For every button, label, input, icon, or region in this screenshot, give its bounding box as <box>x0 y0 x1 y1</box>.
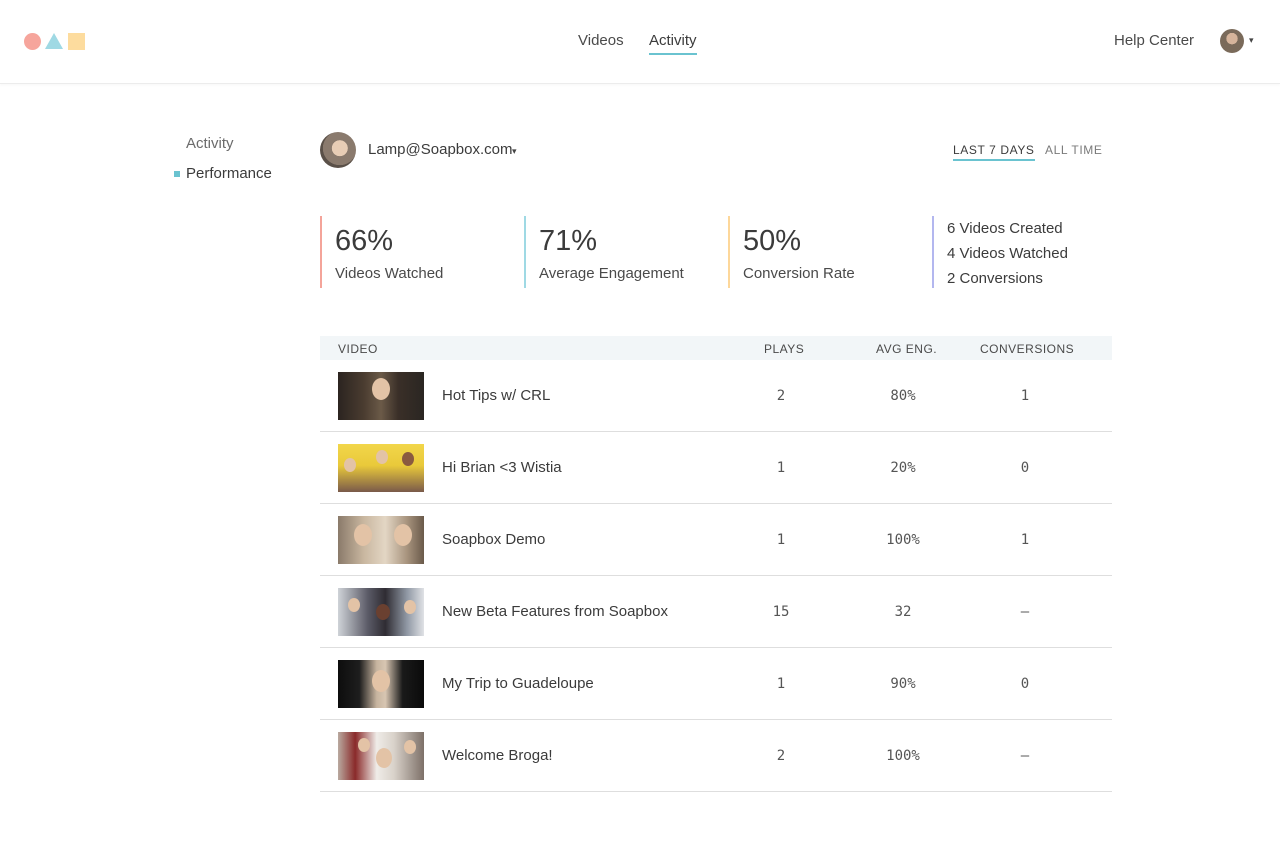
summary-conversions: 2 Conversions <box>947 270 1043 287</box>
logo-square-icon <box>68 33 85 50</box>
table-row[interactable]: New Beta Features from Soapbox 15 32 – <box>320 576 1112 648</box>
table-row[interactable]: Hot Tips w/ CRL 2 80% 1 <box>320 360 1112 432</box>
stat-videos-watched: 66% Videos Watched <box>320 216 443 288</box>
stat-value: 71% <box>539 225 598 257</box>
stat-conversion-rate: 50% Conversion Rate <box>728 216 855 288</box>
conversions-value: 1 <box>1020 532 1030 548</box>
tab-all-time[interactable]: ALL TIME <box>1045 143 1103 157</box>
logo-triangle-icon <box>45 33 63 49</box>
soapbox-logo[interactable] <box>24 33 86 51</box>
nav-help-center[interactable]: Help Center <box>1114 32 1195 49</box>
video-title[interactable]: New Beta Features from Soapbox <box>442 603 668 620</box>
nav-videos[interactable]: Videos <box>578 32 624 49</box>
video-title[interactable]: Hi Brian <3 Wistia <box>442 459 562 476</box>
user-menu-caret-icon[interactable]: ▾ <box>1249 35 1254 45</box>
summary-videos-watched: 4 Videos Watched <box>947 245 1068 262</box>
summary-videos-created: 6 Videos Created <box>947 220 1063 237</box>
video-title[interactable]: Hot Tips w/ CRL <box>442 387 551 404</box>
table-row[interactable]: Hi Brian <3 Wistia 1 20% 0 <box>320 432 1112 504</box>
plays-value: 1 <box>776 676 786 692</box>
avg-eng-value: 100% <box>886 532 920 548</box>
logo-circle-icon <box>24 33 41 50</box>
stat-label: Videos Watched <box>335 265 444 282</box>
plays-value: 2 <box>776 748 786 764</box>
avg-eng-value: 100% <box>886 748 920 764</box>
column-header-conversions[interactable]: CONVERSIONS <box>980 342 1075 356</box>
avg-eng-value: 80% <box>890 388 916 404</box>
table-row[interactable]: My Trip to Guadeloupe 1 90% 0 <box>320 648 1112 720</box>
video-title[interactable]: My Trip to Guadeloupe <box>442 675 594 692</box>
plays-value: 1 <box>776 460 786 476</box>
tab-last-7-days[interactable]: LAST 7 DAYS <box>953 143 1035 161</box>
avg-eng-value: 32 <box>894 604 912 620</box>
account-caret-icon[interactable]: ▾ <box>512 146 517 156</box>
top-navbar: Videos Activity Help Center ▾ <box>0 0 1280 84</box>
column-header-avg-eng[interactable]: AVG ENG. <box>876 342 938 356</box>
active-bullet-icon <box>174 171 180 177</box>
conversions-value: 0 <box>1020 460 1030 476</box>
video-thumbnail[interactable] <box>338 372 424 420</box>
avg-eng-value: 90% <box>890 676 916 692</box>
conversions-value: – <box>1020 604 1030 620</box>
video-thumbnail[interactable] <box>338 732 424 780</box>
video-thumbnail[interactable] <box>338 588 424 636</box>
account-avatar[interactable] <box>320 132 356 168</box>
stat-value: 50% <box>743 225 802 257</box>
plays-value: 1 <box>776 532 786 548</box>
user-avatar[interactable] <box>1220 29 1244 53</box>
column-header-plays[interactable]: PLAYS <box>764 342 805 356</box>
table-header: VIDEO PLAYS AVG ENG. CONVERSIONS <box>320 336 1112 360</box>
nav-activity[interactable]: Activity <box>649 32 697 55</box>
video-thumbnail[interactable] <box>338 444 424 492</box>
conversions-value: – <box>1020 748 1030 764</box>
video-title[interactable]: Soapbox Demo <box>442 531 546 548</box>
stat-label: Conversion Rate <box>743 265 855 282</box>
table-row[interactable]: Welcome Broga! 2 100% – <box>320 720 1112 792</box>
sidebar-item-performance[interactable]: Performance <box>186 165 272 182</box>
account-selector[interactable]: Lamp@Soapbox.com <box>368 141 513 158</box>
column-header-video[interactable]: VIDEO <box>338 342 378 356</box>
plays-value: 15 <box>772 604 790 620</box>
stat-value: 66% <box>335 225 394 257</box>
stat-average-engagement: 71% Average Engagement <box>524 216 684 288</box>
video-thumbnail[interactable] <box>338 660 424 708</box>
plays-value: 2 <box>776 388 786 404</box>
conversions-value: 0 <box>1020 676 1030 692</box>
conversions-value: 1 <box>1020 388 1030 404</box>
avg-eng-value: 20% <box>890 460 916 476</box>
stat-label: Average Engagement <box>539 265 684 282</box>
video-title[interactable]: Welcome Broga! <box>442 747 553 764</box>
video-thumbnail[interactable] <box>338 516 424 564</box>
sidebar-item-activity[interactable]: Activity <box>186 135 234 152</box>
stat-summary: 6 Videos Created 4 Videos Watched 2 Conv… <box>932 216 1068 288</box>
table-row[interactable]: Soapbox Demo 1 100% 1 <box>320 504 1112 576</box>
